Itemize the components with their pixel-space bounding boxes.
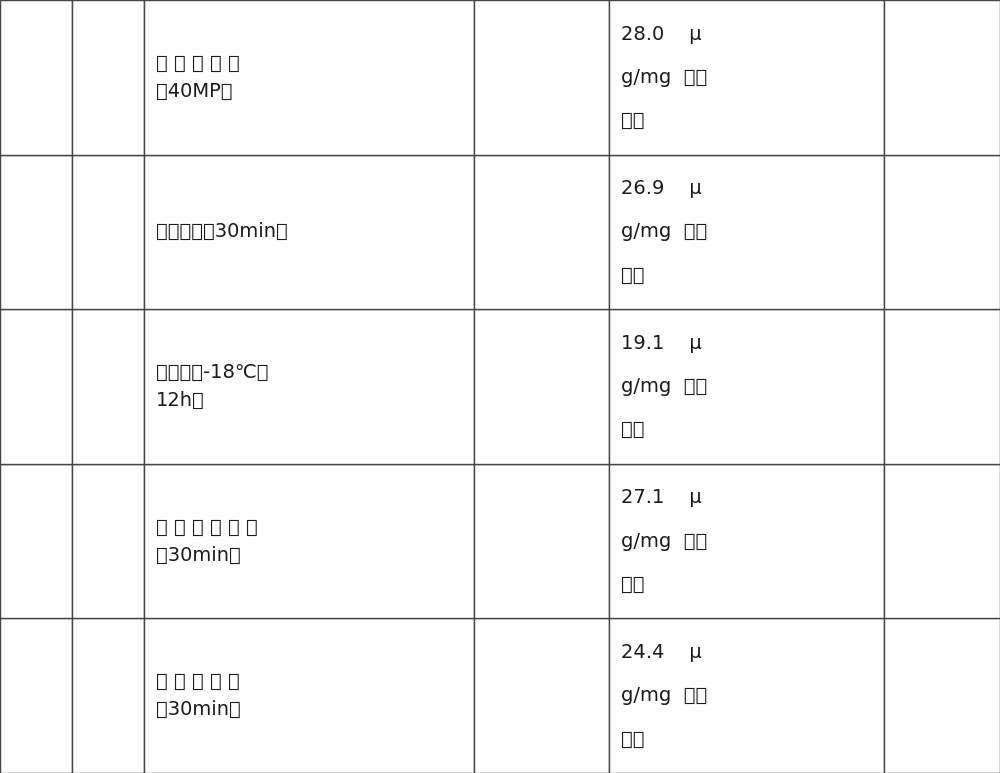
Text: 28.0    μ: 28.0 μ xyxy=(621,25,702,43)
Text: 高 压 均 质 法
（40MP）: 高 压 均 质 法 （40MP） xyxy=(156,54,240,100)
Bar xyxy=(144,618,474,773)
Text: 重）: 重） xyxy=(621,266,644,284)
Bar xyxy=(144,0,474,155)
Text: g/mg  （千: g/mg （千 xyxy=(621,68,707,87)
Bar xyxy=(144,155,474,309)
Bar xyxy=(72,309,144,464)
Bar xyxy=(0,618,72,773)
Bar xyxy=(609,464,884,618)
Text: 27.1    μ: 27.1 μ xyxy=(621,489,702,507)
Bar xyxy=(72,464,144,618)
Bar xyxy=(144,309,474,464)
Text: g/mg  （千: g/mg （千 xyxy=(621,532,707,550)
Text: 19.1    μ: 19.1 μ xyxy=(621,334,702,352)
Bar xyxy=(474,0,609,155)
Bar xyxy=(609,309,884,464)
Text: 26.9    μ: 26.9 μ xyxy=(621,179,702,198)
Bar xyxy=(0,155,72,309)
Bar xyxy=(0,0,72,155)
Text: 冻 融 ＋ 均 质
（30min）: 冻 融 ＋ 均 质 （30min） xyxy=(156,673,241,719)
Bar xyxy=(609,155,884,309)
Bar xyxy=(609,0,884,155)
Bar xyxy=(72,0,144,155)
Bar xyxy=(72,618,144,773)
Text: g/mg  （千: g/mg （千 xyxy=(621,223,707,241)
Text: 重）: 重） xyxy=(621,111,644,130)
Text: 超 声 波 ＋ 均 质
（30min）: 超 声 波 ＋ 均 质 （30min） xyxy=(156,518,258,564)
Bar xyxy=(884,618,1000,773)
Text: g/mg  （千: g/mg （千 xyxy=(621,686,707,705)
Text: 重）: 重） xyxy=(621,730,644,748)
Bar xyxy=(474,309,609,464)
Bar xyxy=(144,464,474,618)
Text: 重）: 重） xyxy=(621,575,644,594)
Bar xyxy=(884,0,1000,155)
Bar xyxy=(884,309,1000,464)
Bar xyxy=(609,618,884,773)
Text: 重）: 重） xyxy=(621,421,644,439)
Bar xyxy=(0,464,72,618)
Bar xyxy=(474,464,609,618)
Text: 冻融法（-18℃，
12h）: 冻融法（-18℃， 12h） xyxy=(156,363,268,410)
Bar xyxy=(474,155,609,309)
Text: 24.4    μ: 24.4 μ xyxy=(621,643,702,662)
Bar xyxy=(884,464,1000,618)
Bar xyxy=(0,309,72,464)
Text: 超声波法（30min）: 超声波法（30min） xyxy=(156,223,288,241)
Bar xyxy=(884,155,1000,309)
Bar xyxy=(474,618,609,773)
Bar xyxy=(72,155,144,309)
Text: g/mg  （千: g/mg （千 xyxy=(621,377,707,396)
